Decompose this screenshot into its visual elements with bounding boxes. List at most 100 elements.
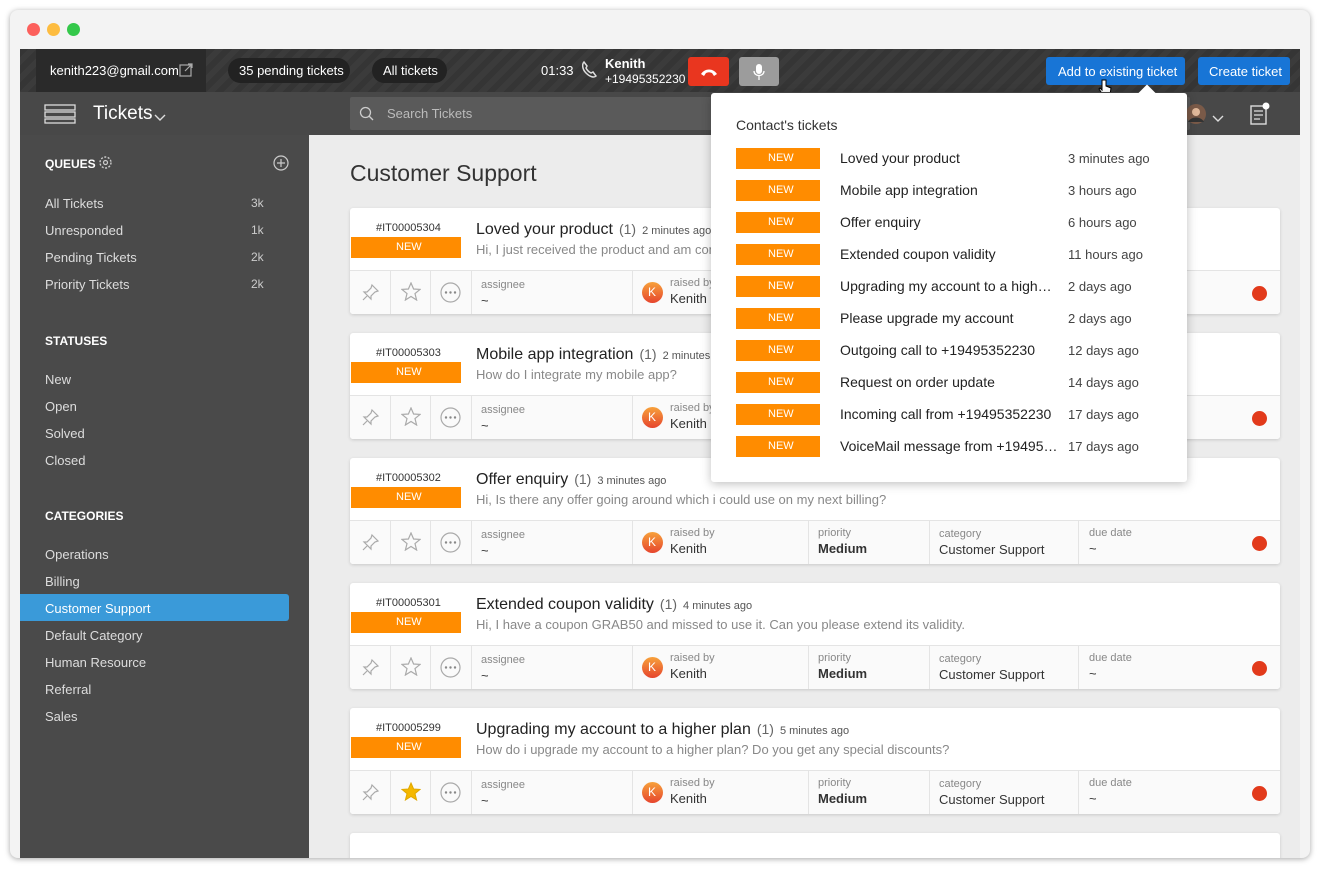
status-badge: NEW	[736, 148, 820, 169]
settings-icon	[98, 155, 113, 170]
mute-button[interactable]	[739, 57, 779, 86]
icon-svg	[362, 408, 380, 426]
status-item[interactable]: Solved	[45, 426, 85, 441]
raised-avatar: K	[642, 282, 663, 303]
top-bar: kenith223@gmail.com 35 pending tickets All…	[20, 49, 1300, 96]
ticket-time: 3 minutes ago	[597, 475, 667, 487]
ticket-card[interactable]: #IT00005301 NEW Extended coupon validity (1…	[350, 583, 1280, 689]
cell-divider	[471, 521, 472, 564]
icon-svg	[400, 656, 422, 677]
popup-ticket-subject[interactable]: Outgoing call to +19495352230	[840, 342, 1035, 358]
popup-ticket-subject[interactable]: Loved your product	[840, 150, 960, 166]
queue-item[interactable]: All Tickets	[45, 196, 104, 211]
icon-svg	[581, 60, 597, 78]
popup-ticket-subject[interactable]: VoiceMail message from +19495…	[840, 438, 1058, 454]
ticket-count: (1)	[574, 471, 592, 487]
category-item[interactable]: Operations	[45, 547, 109, 562]
field-label: due date	[1089, 527, 1132, 539]
hangup-button[interactable]	[688, 57, 729, 86]
all-tickets: All tickets	[383, 63, 438, 78]
popup-ticket-subject[interactable]: Offer enquiry	[840, 214, 921, 230]
category-item[interactable]: Default Category	[45, 628, 143, 643]
icon-shape	[453, 666, 457, 669]
window-control[interactable]	[67, 23, 80, 36]
ticket-card[interactable]: #IT00005299 NEW Upgrading my account to a …	[350, 708, 1280, 814]
ticket-id: #IT00005301	[376, 597, 441, 609]
field-value: Customer Support	[939, 667, 1045, 682]
icon-shape	[753, 70, 765, 80]
queue-count: 2k	[251, 250, 264, 264]
status-label: NEW	[768, 248, 794, 260]
add-existing-button[interactable]: Add to existing ticket	[1046, 57, 1185, 85]
icon-shape	[453, 416, 457, 419]
field-label: raised by	[670, 527, 715, 539]
status-badge: NEW	[736, 308, 820, 329]
popup-ticket-subject[interactable]: Upgrading my account to a high…	[840, 278, 1052, 294]
popup-ticket-subject[interactable]: Incoming call from +19495352230	[840, 406, 1052, 422]
field-value: Kenith	[670, 666, 707, 681]
star-icon	[400, 406, 422, 427]
cell-divider	[1078, 771, 1079, 814]
window-control[interactable]	[27, 23, 40, 36]
profile-avatar	[1185, 103, 1207, 125]
icon-shape	[44, 104, 76, 111]
cell-divider	[430, 396, 431, 439]
status-label: NEW	[768, 312, 794, 324]
cell-divider	[1078, 646, 1079, 689]
queue-count: 1k	[251, 223, 264, 237]
status-dot	[1252, 786, 1267, 801]
icon-svg	[753, 64, 765, 80]
status-item[interactable]: Open	[45, 399, 77, 414]
account-box: kenith223@gmail.com	[36, 49, 206, 92]
popup-ticket-subject[interactable]: Please upgrade my account	[840, 310, 1014, 326]
all-tickets-pill[interactable]: All tickets	[372, 58, 447, 83]
popup-ticket-subject[interactable]: Extended coupon validity	[840, 246, 996, 262]
cell-divider	[430, 271, 431, 314]
create-ticket-button[interactable]: Create ticket	[1198, 57, 1290, 85]
popup-ticket-time: 3 hours ago	[1068, 183, 1137, 198]
more-icon	[440, 782, 461, 803]
ticket-id: #IT00005303	[376, 347, 441, 359]
field-label: assignee	[481, 404, 526, 416]
icon-svg	[400, 531, 422, 552]
icon-shape	[440, 407, 461, 428]
field-label: due date	[1089, 652, 1132, 664]
pin-icon	[362, 783, 380, 801]
status-item[interactable]: Closed	[45, 453, 86, 468]
icon-shape	[449, 791, 452, 794]
chevron-icon	[154, 109, 166, 121]
ticket-count: (1)	[618, 221, 637, 237]
category-item[interactable]: Sales	[45, 709, 78, 724]
pending-pill[interactable]: 35 pending tickets	[228, 58, 350, 83]
pin-icon	[362, 283, 380, 301]
section-title: STATUSES	[45, 334, 108, 348]
category-item[interactable]: Billing	[45, 574, 80, 589]
window-control[interactable]	[47, 23, 60, 36]
field-value: Kenith	[670, 416, 707, 431]
cell-divider	[390, 771, 391, 814]
status-label: NEW	[768, 184, 794, 196]
nav-title[interactable]: Tickets	[93, 103, 153, 124]
field-label: raised by	[670, 277, 715, 289]
cell-divider	[808, 771, 809, 814]
cell-divider	[390, 271, 391, 314]
ticket-subject: Offer enquiry	[476, 471, 569, 488]
category-item[interactable]: Referral	[45, 682, 92, 697]
icon-shape	[400, 281, 422, 302]
status-item[interactable]: New	[45, 372, 72, 387]
category-item[interactable]: Customer Support	[45, 601, 151, 616]
queue-item[interactable]: Pending Tickets	[45, 250, 137, 265]
icon-shape	[154, 114, 166, 121]
ticket-title-line: Offer enquiry (1) 3 minutes ago	[476, 471, 666, 489]
more-icon	[440, 532, 461, 553]
icon-svg	[362, 533, 380, 551]
category-item[interactable]: Human Resource	[45, 655, 147, 670]
queue-item[interactable]: Priority Tickets	[45, 277, 130, 292]
popup-ticket-subject[interactable]: Mobile app integration	[840, 182, 978, 198]
ticket-subject: Mobile app integration	[476, 346, 634, 363]
queue-item[interactable]: Unresponded	[45, 223, 124, 238]
icon-svg	[179, 63, 193, 77]
popup-ticket-subject[interactable]: Request on order update	[840, 374, 995, 390]
ticket-card[interactable]: #IT00005302 NEW Offer enquiry (1) 3 minutes …	[350, 458, 1280, 564]
status-label: NEW	[768, 440, 794, 452]
